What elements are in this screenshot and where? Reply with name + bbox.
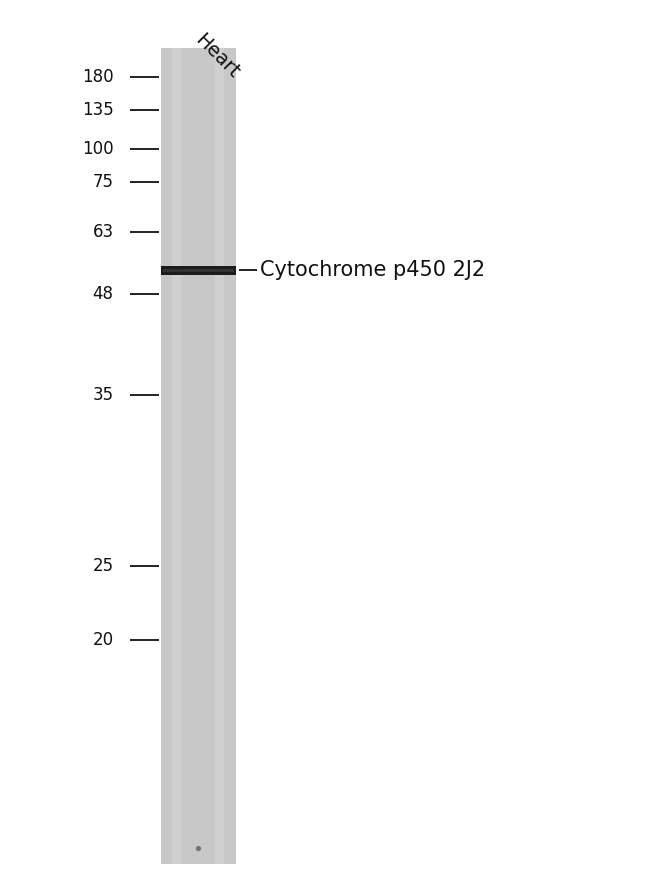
Bar <box>161 266 236 275</box>
Text: 75: 75 <box>93 174 114 191</box>
Text: 20: 20 <box>92 631 114 649</box>
Text: 63: 63 <box>92 224 114 241</box>
Text: 48: 48 <box>93 285 114 303</box>
Text: Cytochrome p450 2J2: Cytochrome p450 2J2 <box>260 260 485 280</box>
Point <box>193 841 203 855</box>
Bar <box>215 48 224 864</box>
Bar <box>172 48 181 864</box>
Text: 180: 180 <box>82 68 114 86</box>
Text: 25: 25 <box>92 557 114 574</box>
Bar <box>163 268 234 272</box>
Bar <box>161 48 235 864</box>
Text: 100: 100 <box>82 140 114 158</box>
Text: 135: 135 <box>82 101 114 118</box>
Text: 35: 35 <box>92 386 114 403</box>
Text: Heart: Heart <box>192 31 244 82</box>
